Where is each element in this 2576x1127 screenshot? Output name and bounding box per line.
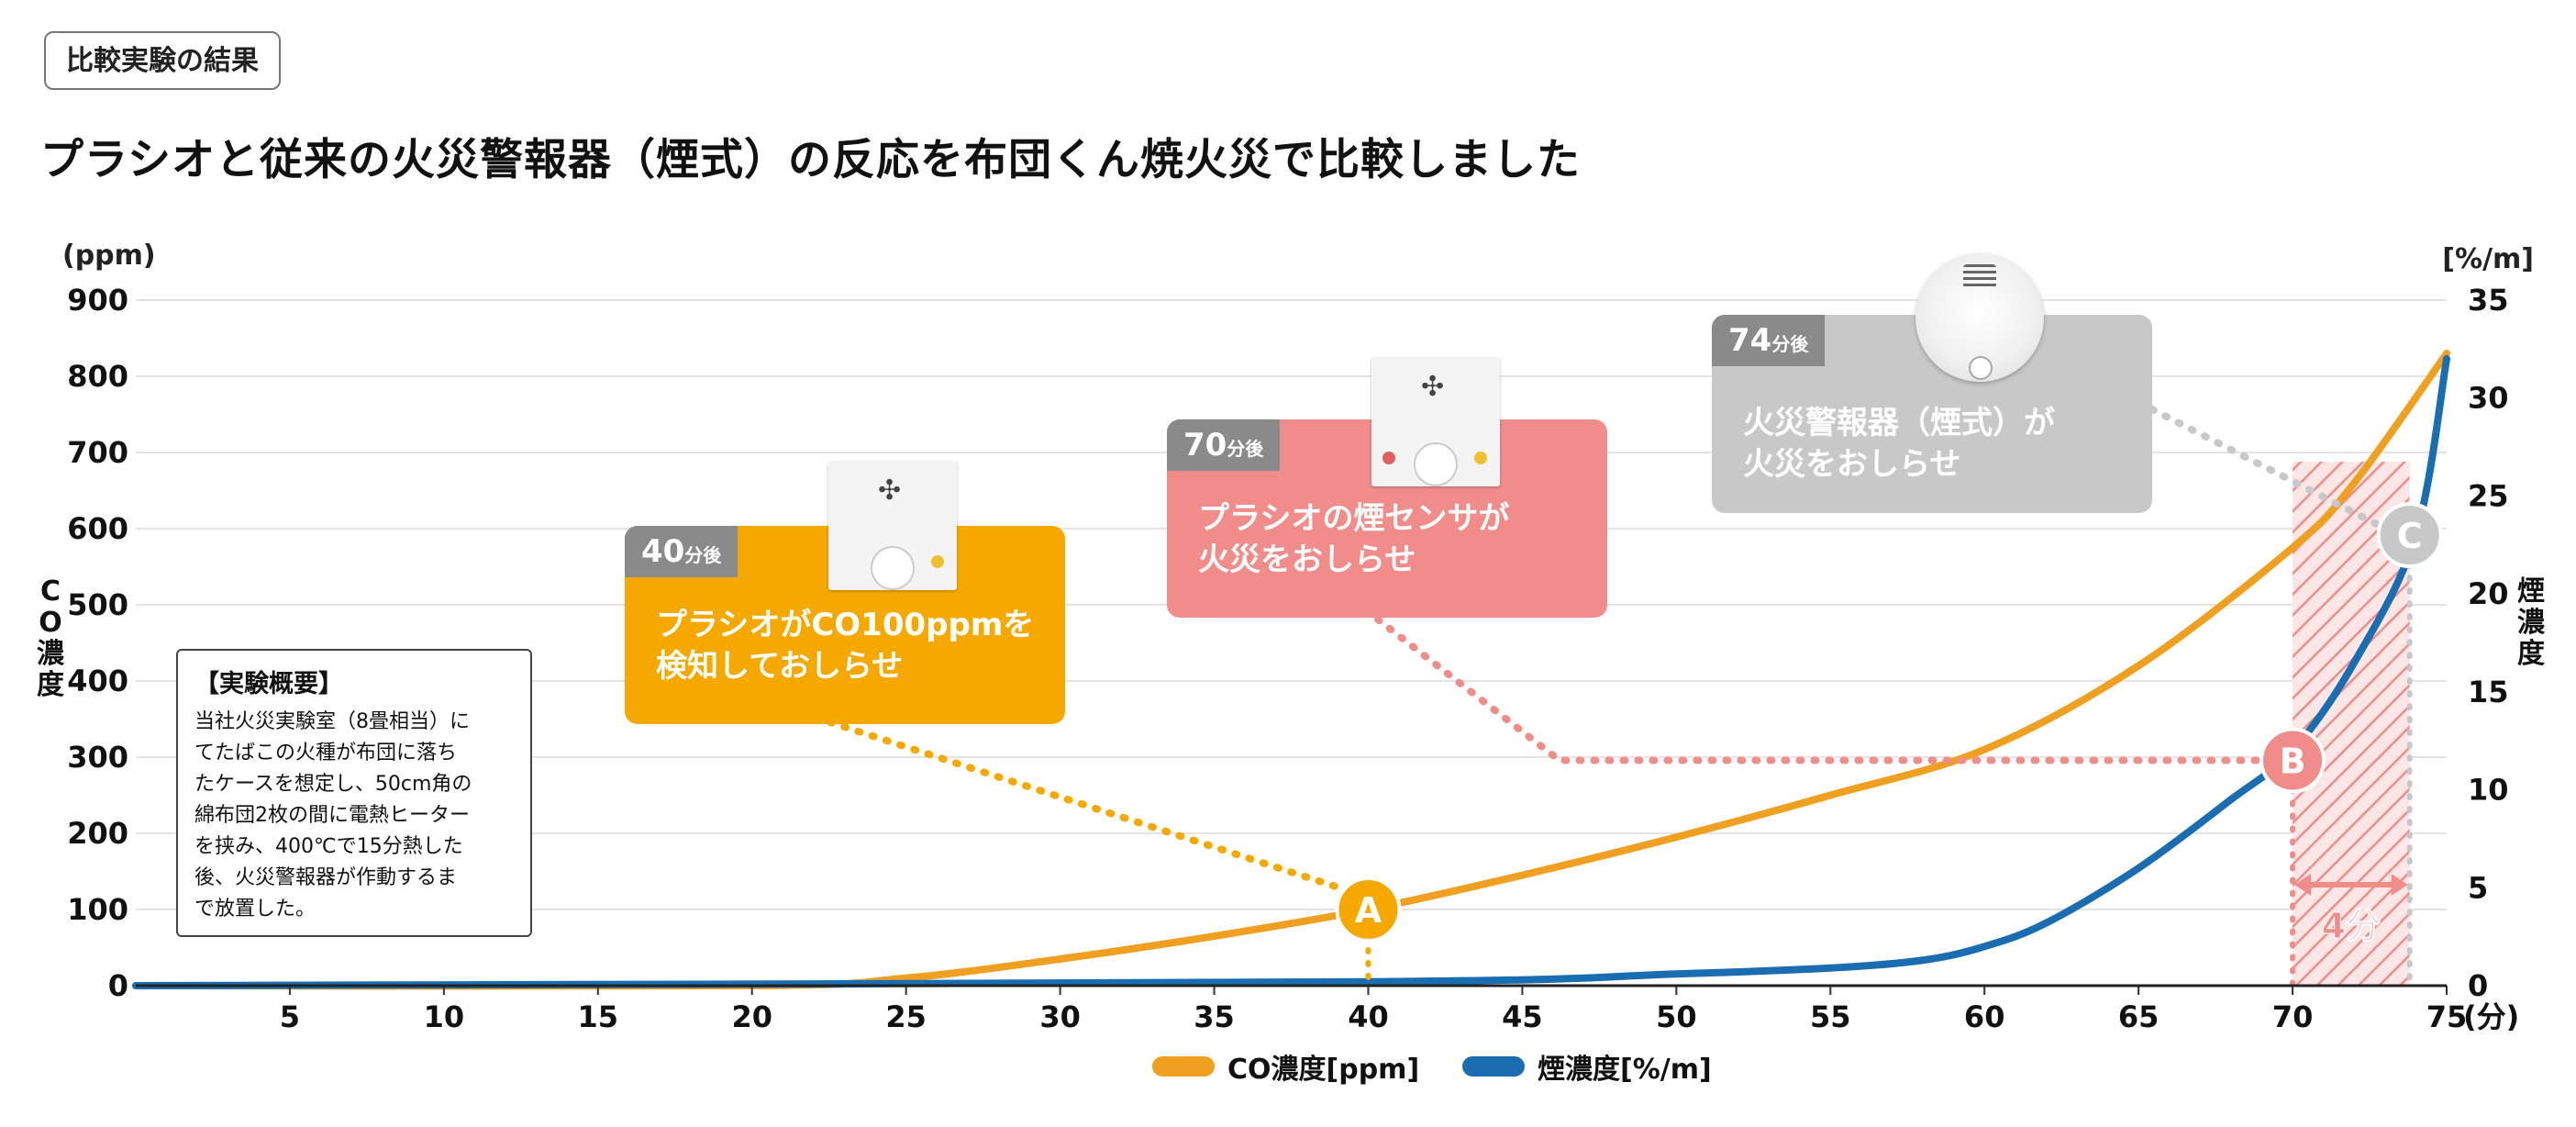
y-right-tick-label: 30	[2468, 381, 2509, 416]
x-tick-label: 20	[731, 999, 772, 1034]
y-right-unit: [%/m]	[2442, 243, 2534, 275]
y-axis-right-label: 煙濃度	[2517, 575, 2545, 670]
x-tick-label: 15	[578, 999, 619, 1034]
x-tick-label: 70	[2272, 999, 2314, 1034]
summary-line: 当社火災実験室（8畳相当）に	[194, 710, 470, 733]
leader-a	[827, 719, 1360, 897]
legend-swatch-co	[1152, 1056, 1215, 1077]
event-marker-a	[1335, 876, 1402, 943]
sensor-cross-icon: ✣	[878, 474, 902, 507]
detector-button-icon	[1969, 356, 1993, 380]
x-tick-label: 60	[1964, 999, 2005, 1034]
x-tick-label: 35	[1194, 999, 1235, 1034]
series-smoke-line	[132, 355, 2450, 989]
x-tick-label: 55	[1810, 999, 1851, 1034]
leader-b	[1374, 616, 2268, 764]
y-left-tick-label: 400	[67, 664, 128, 698]
y-left-tick-label: 800	[67, 359, 128, 394]
legend-item-smoke: 煙濃度[%/m]	[1462, 1046, 1712, 1087]
x-tick-label: 30	[1039, 999, 1081, 1034]
y-left-tick-label: 0	[108, 968, 128, 1003]
led-yellow-icon	[931, 555, 944, 568]
plasio-device-image: ✣	[828, 462, 957, 590]
callout-a-time: 40分後	[625, 526, 738, 577]
summary-line: で放置した。	[194, 898, 316, 921]
y-left-tick-label: 100	[67, 892, 128, 927]
callout-b-line2: 火災をおしらせ	[1198, 541, 1416, 578]
event-marker-c	[2376, 502, 2443, 569]
x-tick-label: 45	[1502, 999, 1543, 1034]
event-marker-b	[2260, 727, 2326, 794]
y-left-tick-label: 500	[67, 587, 128, 622]
summary-line: 後、火災警報器が作動するま	[194, 866, 458, 889]
y-left-tick-label: 200	[67, 816, 128, 851]
led-red-icon	[1382, 452, 1395, 464]
stop-button-icon	[871, 546, 915, 590]
interval-arrow-left-icon	[2294, 874, 2312, 896]
summary-heading: 【実験概要】	[194, 670, 343, 698]
y-left-tick-label: 900	[67, 283, 128, 318]
legend-label-smoke: 煙濃度[%/m]	[1538, 1054, 1712, 1086]
summary-line: たケースを想定し、50cm角の	[194, 773, 472, 796]
legend-label-co: CO濃度[ppm]	[1227, 1054, 1420, 1086]
callout-b-line1: プラシオの煙センサが	[1198, 500, 1510, 537]
leader-c	[2149, 406, 2384, 530]
y-right-tick-label: 25	[2468, 478, 2509, 513]
event-marker-label: C	[2397, 516, 2423, 556]
callout-b: 70分後 プラシオの煙センサが 火災をおしらせ	[1167, 419, 1607, 618]
x-tick-label: 65	[2118, 999, 2160, 1034]
smoke-detector-image	[1915, 253, 2044, 382]
callout-a-line2: 検知しておしらせ	[656, 648, 904, 685]
legend-item-co: CO濃度[ppm]	[1152, 1046, 1419, 1087]
y-right-tick-label: 20	[2468, 576, 2509, 611]
y-axis-left-label: CO濃度	[37, 575, 64, 701]
interval-arrow-right-icon	[2391, 874, 2408, 896]
y-left-tick-label: 300	[67, 740, 128, 775]
y-right-tick-label: 15	[2468, 675, 2509, 709]
x-tick-label: 50	[1656, 999, 1697, 1034]
page-title: プラシオと従来の火災警報器（煙式）の反応を布団くん焼火災で比較しました	[40, 135, 1582, 185]
y-right-tick-label: 35	[2468, 283, 2509, 318]
legend-swatch-smoke	[1462, 1056, 1525, 1077]
summary-line: てたばこの火種が布団に落ち	[194, 742, 458, 764]
experiment-summary: 【実験概要】 当社火災実験室（8畳相当）に てたばこの火種が布団に落ち たケース…	[176, 649, 532, 937]
led-yellow-icon	[1474, 452, 1487, 464]
x-axis-unit: (分)	[2463, 999, 2519, 1034]
event-marker-label: A	[1355, 890, 1382, 931]
callout-a-line1: プラシオがCO100ppmを	[656, 607, 1035, 643]
y-right-tick-label: 0	[2468, 968, 2488, 1003]
x-tick-label: 25	[885, 999, 927, 1034]
event-marker-label: B	[2280, 742, 2306, 782]
summary-text: 当社火災実験室（8畳相当）に てたばこの火種が布団に落ち たケースを想定し、50…	[194, 707, 514, 925]
x-tick-label: 75	[2426, 999, 2468, 1034]
section-tag: 比較実験の結果	[44, 31, 281, 90]
x-tick-label: 10	[424, 999, 465, 1034]
sensor-cross-icon: ✣	[1421, 371, 1445, 403]
y-left-tick-label: 700	[67, 435, 128, 470]
x-tick-label: 5	[280, 999, 300, 1034]
summary-line: 綿布団2枚の間に電熱ヒーター	[194, 804, 470, 827]
y-right-tick-label: 5	[2468, 870, 2488, 905]
callout-b-time: 70分後	[1167, 419, 1281, 471]
interval-label: 4分	[2322, 906, 2381, 946]
plasio-device-image: ✣	[1371, 358, 1500, 486]
stop-button-icon	[1414, 442, 1458, 486]
y-right-tick-label: 10	[2468, 773, 2509, 808]
callout-c-time: 74分後	[1712, 315, 1826, 366]
callout-c-line1: 火災警報器（煙式）が	[1743, 405, 2055, 441]
x-tick-label: 40	[1348, 999, 1389, 1034]
callout-c-line2: 火災をおしらせ	[1743, 446, 1961, 483]
detector-grille-icon	[1963, 264, 1996, 288]
y-left-tick-label: 600	[67, 511, 128, 546]
y-left-unit: (ppm)	[62, 240, 156, 272]
summary-line: を挟み、400℃で15分熱した	[194, 835, 463, 858]
